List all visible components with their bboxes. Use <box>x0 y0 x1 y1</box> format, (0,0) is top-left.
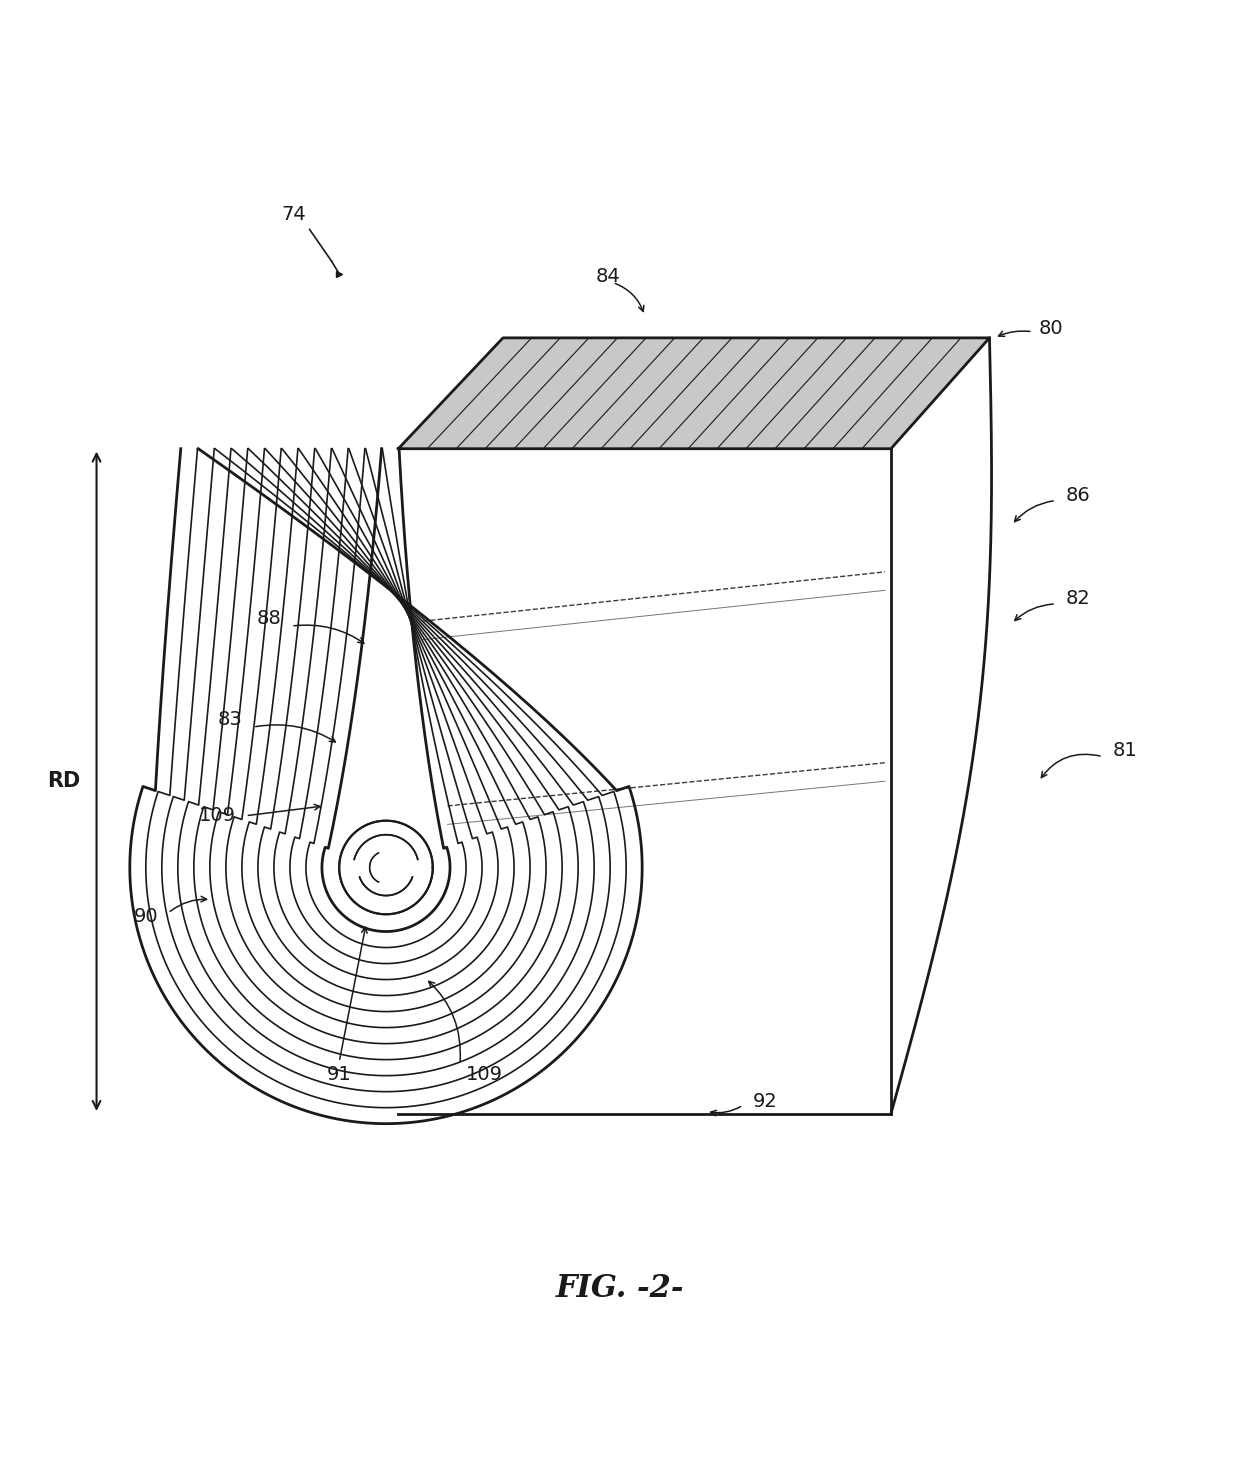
Text: 92: 92 <box>753 1092 777 1111</box>
Text: 88: 88 <box>257 609 281 628</box>
Text: 81: 81 <box>1112 741 1137 760</box>
Text: 109: 109 <box>198 807 236 826</box>
Text: 86: 86 <box>1066 486 1091 505</box>
Text: RD: RD <box>47 772 79 791</box>
Text: 74: 74 <box>281 205 306 224</box>
Text: 80: 80 <box>1039 319 1064 338</box>
Text: FIG. -2-: FIG. -2- <box>556 1274 684 1304</box>
Text: 109: 109 <box>466 1064 503 1083</box>
Text: 91: 91 <box>327 1064 352 1083</box>
Text: 82: 82 <box>1066 590 1091 609</box>
Polygon shape <box>398 338 990 449</box>
Text: 83: 83 <box>217 710 242 729</box>
Text: 84: 84 <box>595 266 620 285</box>
Polygon shape <box>329 810 444 925</box>
Text: 90: 90 <box>134 908 159 927</box>
